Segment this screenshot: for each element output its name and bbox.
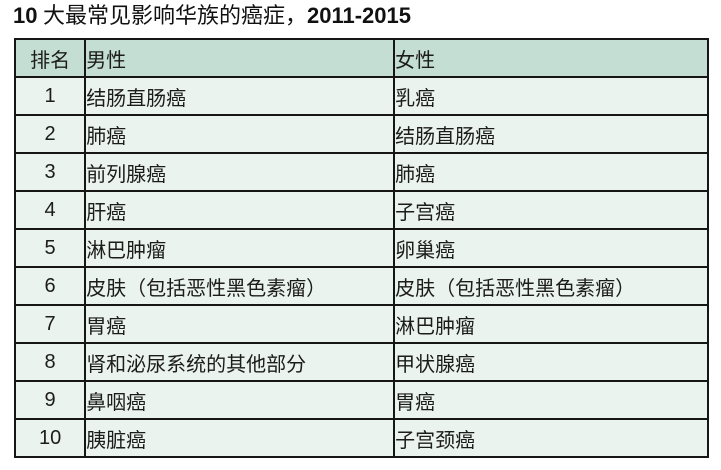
female-cell: 卵巢癌 — [393, 228, 709, 268]
table-header: 排名 男性 女性 — [13, 38, 709, 78]
female-cell: 胃癌 — [393, 380, 709, 420]
female-cell: 乳癌 — [393, 76, 709, 116]
male-cell: 皮肤（包括恶性黑色素瘤） — [84, 266, 396, 306]
female-cell: 淋巴肿瘤 — [393, 304, 709, 344]
rank-cell: 10 — [13, 418, 87, 458]
header-rank: 排名 — [13, 38, 87, 78]
title-years: 2011-2015 — [307, 3, 411, 28]
rank-cell: 3 — [13, 152, 87, 192]
table-row: 10 胰脏癌 子宫颈癌 — [13, 418, 709, 458]
male-cell: 结肠直肠癌 — [84, 76, 396, 116]
table-body: 1 结肠直肠癌 乳癌 2 肺癌 结肠直肠癌 3 前列腺癌 肺癌 4 肝癌 子宫癌… — [13, 76, 709, 458]
table-row: 1 结肠直肠癌 乳癌 — [13, 76, 709, 116]
male-cell: 鼻咽癌 — [84, 380, 396, 420]
male-cell: 淋巴肿瘤 — [84, 228, 396, 268]
male-cell: 胃癌 — [84, 304, 396, 344]
male-cell: 肝癌 — [84, 190, 396, 230]
table-row: 5 淋巴肿瘤 卵巢癌 — [13, 228, 709, 268]
page-title: 10 大最常见影响华族的癌症，2011-2015 — [13, 1, 411, 31]
title-text: 大最常见影响华族的癌症， — [37, 3, 307, 28]
male-cell: 肺癌 — [84, 114, 396, 154]
rank-cell: 8 — [13, 342, 87, 382]
table-row: 8 肾和泌尿系统的其他部分 甲状腺癌 — [13, 342, 709, 382]
table-row: 3 前列腺癌 肺癌 — [13, 152, 709, 192]
title-number: 10 — [13, 3, 38, 28]
cancer-ranking-table: 排名 男性 女性 1 结肠直肠癌 乳癌 2 肺癌 结肠直肠癌 3 前列腺癌 肺癌 — [13, 38, 709, 458]
table-row: 2 肺癌 结肠直肠癌 — [13, 114, 709, 154]
female-cell: 子宫癌 — [393, 190, 709, 230]
rank-cell: 9 — [13, 380, 87, 420]
male-cell: 胰脏癌 — [84, 418, 396, 458]
table-row: 6 皮肤（包括恶性黑色素瘤） 皮肤（包括恶性黑色素瘤） — [13, 266, 709, 306]
table-row: 7 胃癌 淋巴肿瘤 — [13, 304, 709, 344]
female-cell: 甲状腺癌 — [393, 342, 709, 382]
rank-cell: 7 — [13, 304, 87, 344]
header-row: 排名 男性 女性 — [13, 38, 709, 78]
header-male: 男性 — [84, 38, 396, 78]
rank-cell: 5 — [13, 228, 87, 268]
header-female: 女性 — [393, 38, 709, 78]
female-cell: 肺癌 — [393, 152, 709, 192]
male-cell: 肾和泌尿系统的其他部分 — [84, 342, 396, 382]
female-cell: 子宫颈癌 — [393, 418, 709, 458]
female-cell: 皮肤（包括恶性黑色素瘤） — [393, 266, 709, 306]
rank-cell: 2 — [13, 114, 87, 154]
rank-cell: 4 — [13, 190, 87, 230]
rank-cell: 6 — [13, 266, 87, 306]
table-row: 9 鼻咽癌 胃癌 — [13, 380, 709, 420]
female-cell: 结肠直肠癌 — [393, 114, 709, 154]
male-cell: 前列腺癌 — [84, 152, 396, 192]
rank-cell: 1 — [13, 76, 87, 116]
table-row: 4 肝癌 子宫癌 — [13, 190, 709, 230]
